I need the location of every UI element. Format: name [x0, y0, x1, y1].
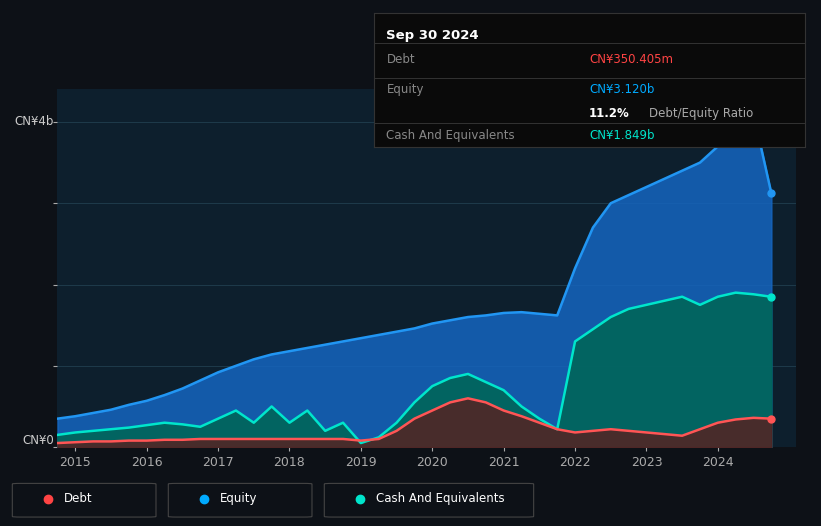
Text: CN¥350.405m: CN¥350.405m — [589, 54, 673, 66]
Text: Sep 30 2024: Sep 30 2024 — [387, 29, 479, 42]
Text: Equity: Equity — [220, 492, 258, 505]
Text: Debt: Debt — [64, 492, 93, 505]
Text: 11.2%: 11.2% — [589, 107, 630, 120]
Text: CN¥4b: CN¥4b — [15, 115, 54, 128]
Text: Debt/Equity Ratio: Debt/Equity Ratio — [649, 107, 754, 120]
Text: Cash And Equivalents: Cash And Equivalents — [376, 492, 505, 505]
Text: CN¥3.120b: CN¥3.120b — [589, 83, 654, 96]
Text: CN¥1.849b: CN¥1.849b — [589, 128, 654, 141]
Text: CN¥0: CN¥0 — [22, 434, 54, 447]
Text: Cash And Equivalents: Cash And Equivalents — [387, 128, 515, 141]
Text: Debt: Debt — [387, 54, 415, 66]
Text: Equity: Equity — [387, 83, 424, 96]
